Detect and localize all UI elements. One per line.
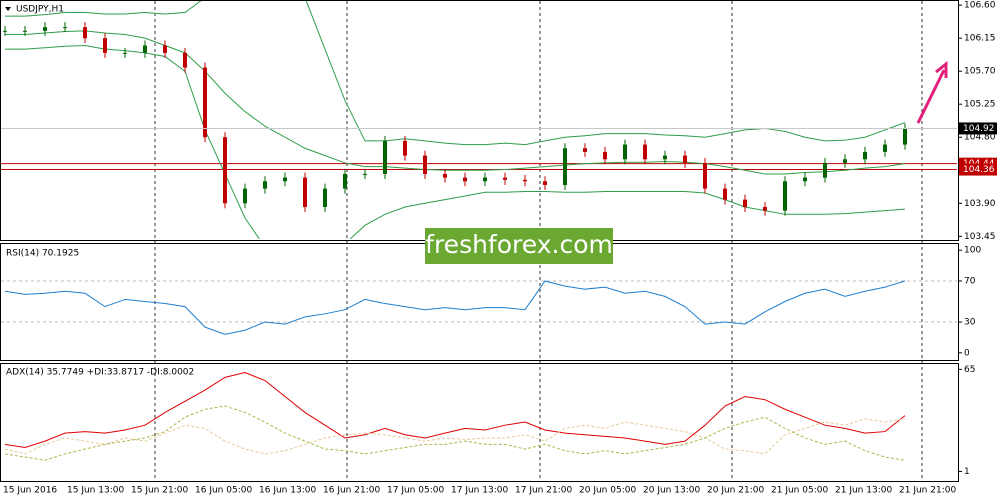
candle bbox=[643, 144, 647, 160]
indicator-plot bbox=[1, 280, 957, 335]
y-tick-label: 105.25 bbox=[964, 100, 996, 110]
watermark: freshforex.com bbox=[425, 230, 613, 259]
y-tick-label: 1 bbox=[964, 467, 970, 477]
x-tick-label: 21 Jun 21:00 bbox=[899, 486, 956, 496]
candle bbox=[383, 140, 387, 174]
candle bbox=[363, 173, 367, 175]
candle bbox=[803, 177, 807, 182]
x-tick-label: 17 Jun 21:00 bbox=[515, 486, 572, 496]
candle bbox=[863, 151, 867, 160]
candle bbox=[3, 30, 7, 32]
adx-panel bbox=[0, 363, 959, 482]
indicator-line bbox=[4, 418, 906, 455]
x-tick-label: 17 Jun 13:00 bbox=[451, 486, 508, 496]
x-tick-label: 15 Jun 13:00 bbox=[67, 486, 124, 496]
candle bbox=[23, 30, 27, 32]
x-tick-label: 15 Jun 21:00 bbox=[131, 486, 188, 496]
candle bbox=[203, 67, 207, 138]
candle bbox=[223, 137, 227, 204]
candle bbox=[463, 177, 467, 182]
y-tick-label: 70 bbox=[964, 276, 976, 286]
x-tick-label: 21 Jun 13:00 bbox=[835, 486, 892, 496]
x-tick-label: 20 Jun 05:00 bbox=[579, 486, 636, 496]
candle bbox=[143, 45, 147, 53]
candle bbox=[683, 155, 687, 163]
y-tick-label: 105.70 bbox=[964, 67, 996, 77]
x-tick-label: 21 Jun 05:00 bbox=[771, 486, 828, 496]
y-tick-label: 106.15 bbox=[964, 34, 996, 44]
x-tick-label: 17 Jun 05:00 bbox=[387, 486, 444, 496]
candle bbox=[323, 188, 327, 207]
x-tick-label: 15 Jun 2016 bbox=[3, 486, 57, 496]
candle bbox=[263, 181, 267, 189]
candle bbox=[543, 181, 547, 185]
candle bbox=[703, 162, 707, 189]
candle bbox=[743, 199, 747, 207]
arrow bbox=[916, 60, 948, 124]
y-tick-label: 104.80 bbox=[964, 133, 996, 143]
last-price-label: 104.92 bbox=[963, 124, 995, 134]
candle bbox=[663, 155, 667, 160]
candle bbox=[563, 148, 567, 185]
candle bbox=[903, 128, 907, 145]
y-tick-label: 103.90 bbox=[964, 199, 996, 209]
x-tick-label: 20 Jun 13:00 bbox=[643, 486, 700, 496]
last-price-box bbox=[959, 122, 997, 135]
candle bbox=[443, 173, 447, 178]
chart-title: USDJPY,H1 bbox=[16, 5, 64, 15]
candle bbox=[123, 52, 127, 54]
rsi-title: RSI(14) 70.1925 bbox=[6, 249, 79, 259]
candle bbox=[823, 162, 827, 178]
candle bbox=[63, 27, 67, 29]
candle bbox=[423, 155, 427, 174]
band-line bbox=[5, 1, 906, 146]
x-tick-label: 16 Jun 05:00 bbox=[195, 486, 252, 496]
candle bbox=[403, 140, 407, 156]
candle bbox=[103, 38, 107, 53]
indicator-line bbox=[4, 280, 906, 335]
level-box bbox=[959, 163, 997, 176]
candle bbox=[343, 173, 347, 189]
candle bbox=[163, 45, 167, 53]
y-tick-label: 100 bbox=[964, 246, 981, 256]
level-label: 104.36 bbox=[963, 165, 995, 175]
y-tick-label: 103.45 bbox=[964, 232, 996, 242]
candle bbox=[503, 177, 507, 180]
indicator-plot bbox=[4, 372, 906, 461]
band-line bbox=[5, 30, 906, 175]
candle bbox=[583, 148, 587, 152]
candle bbox=[483, 177, 487, 182]
x-tick-label: 16 Jun 13:00 bbox=[259, 486, 316, 496]
indicator-line bbox=[4, 405, 906, 461]
x-tick-label: 16 Jun 21:00 bbox=[323, 486, 380, 496]
candle bbox=[603, 151, 607, 160]
y-tick-label: 106.60 bbox=[964, 1, 996, 11]
candle bbox=[183, 52, 187, 68]
price-panel bbox=[0, 0, 959, 241]
band-line bbox=[5, 45, 906, 239]
candle bbox=[283, 177, 287, 182]
candle bbox=[843, 159, 847, 163]
candle bbox=[763, 206, 767, 211]
y-tick-label: 0 bbox=[964, 348, 970, 358]
y-tick-label: 65 bbox=[964, 365, 975, 375]
candle bbox=[883, 144, 887, 152]
candle bbox=[523, 179, 527, 182]
adx-title: ADX(14) 35.7749 +DI:33.8717 -DI:8.0002 bbox=[6, 368, 194, 378]
candle bbox=[243, 188, 247, 204]
candle bbox=[43, 27, 47, 31]
indicator-line bbox=[4, 372, 906, 449]
candle bbox=[83, 27, 87, 39]
candle bbox=[623, 144, 627, 160]
price-plot bbox=[1, 1, 957, 239]
menu-arrow bbox=[5, 7, 11, 11]
candle bbox=[723, 188, 727, 200]
y-tick-label: 30 bbox=[964, 318, 976, 328]
candle bbox=[303, 177, 307, 207]
x-tick-label: 20 Jun 21:00 bbox=[707, 486, 764, 496]
candle bbox=[783, 181, 787, 211]
watermark-box bbox=[425, 228, 613, 264]
